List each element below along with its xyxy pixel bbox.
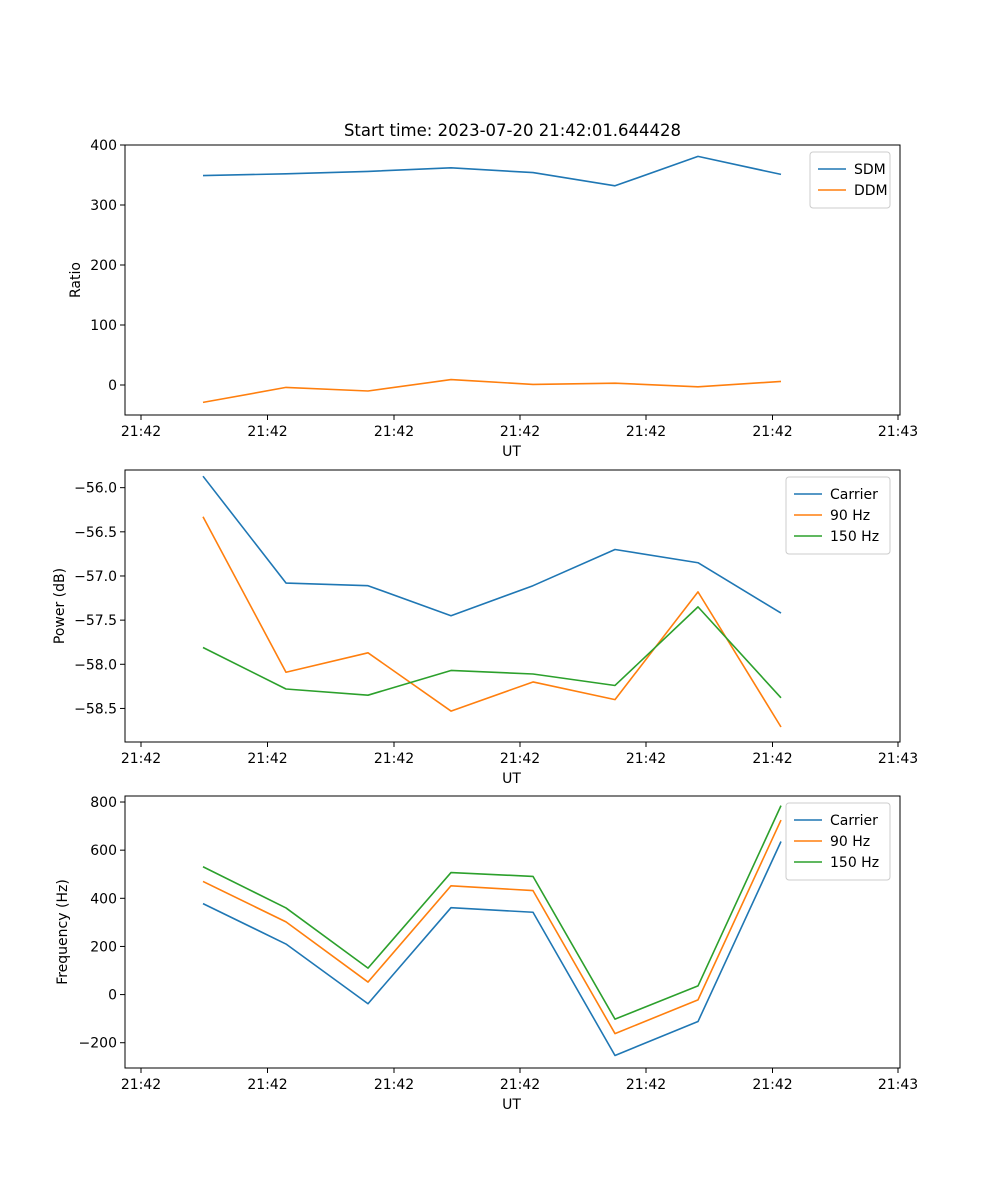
x-tick-label: 21:42 (121, 751, 161, 767)
y-tick-label: −57.0 (74, 569, 117, 585)
series-line-90-hz (202, 819, 782, 1035)
x-tick-label: 21:43 (878, 751, 918, 767)
x-tick-label: 21:42 (626, 1077, 666, 1093)
y-tick-label: −200 (79, 1036, 117, 1052)
x-tick-label: 21:42 (626, 424, 666, 440)
legend-label: DDM (854, 183, 888, 199)
legend-label: Carrier (830, 813, 878, 829)
legend-box (785, 476, 891, 555)
series-line-ddm (202, 378, 782, 404)
x-tick-label: 21:42 (121, 424, 161, 440)
y-tick-label: 600 (90, 843, 117, 859)
series-line-carrier (202, 475, 782, 617)
y-axis-label: Frequency (Hz) (55, 879, 71, 985)
y-tick-label: 800 (90, 795, 117, 811)
x-axis-label: UT (502, 771, 521, 787)
plot-frame (124, 144, 901, 416)
x-tick-label: 21:42 (374, 1077, 414, 1093)
y-tick-label: −56.0 (74, 481, 117, 497)
y-tick-label: 0 (108, 988, 117, 1004)
x-tick-label: 21:43 (878, 1077, 918, 1093)
x-axis-label: UT (502, 444, 521, 460)
x-tick-label: 21:42 (500, 751, 540, 767)
x-tick-label: 21:42 (752, 1077, 792, 1093)
series-line-sdm (202, 155, 782, 187)
y-tick-label: 200 (90, 258, 117, 274)
x-tick-label: 21:42 (752, 751, 792, 767)
series-line-150-hz (202, 805, 782, 1020)
y-tick-label: 0 (108, 378, 117, 394)
chart-panel-3: −200 0 200 400 600 800 21:42 21:42 21:42 21:42 21:… (55, 795, 918, 1113)
x-tick-label: 21:42 (374, 424, 414, 440)
y-tick-label: −56.5 (74, 525, 117, 541)
x-tick-label: 21:43 (878, 424, 918, 440)
legend-label: 90 Hz (830, 508, 870, 524)
legend-box (785, 802, 891, 881)
chart-panel-2: −56.0 −56.5 −57.0 −57.5 −58.0 −58.5 21:42 21:42… (52, 469, 918, 787)
series-line-90-hz (202, 516, 782, 728)
legend-label: SDM (854, 162, 886, 178)
legend-label: 150 Hz (830, 529, 879, 545)
y-tick-label: −58.0 (74, 657, 117, 673)
y-axis-label: Ratio (68, 262, 84, 298)
x-tick-label: 21:42 (500, 1077, 540, 1093)
x-axis-label: UT (502, 1097, 521, 1113)
chart-title: Start time: 2023-07-20 21:42:01.644428 (344, 121, 681, 140)
x-tick-label: 21:42 (247, 751, 287, 767)
y-tick-label: 200 (90, 939, 117, 955)
series-line-150-hz (202, 606, 782, 699)
chart-panel-1: 0 100 200 300 400 21:42 21:42 21:42 21:42 21:42 21… (68, 121, 918, 460)
x-tick-label: 21:42 (247, 1077, 287, 1093)
x-tick-label: 21:42 (500, 424, 540, 440)
legend-label: 90 Hz (830, 834, 870, 850)
x-tick-label: 21:42 (121, 1077, 161, 1093)
x-tick-label: 21:42 (626, 751, 666, 767)
y-tick-label: −58.5 (74, 701, 117, 717)
y-tick-label: 400 (90, 138, 117, 154)
y-tick-label: 400 (90, 891, 117, 907)
plot-frame (124, 795, 901, 1069)
series-line-carrier (202, 841, 782, 1057)
y-tick-label: −57.5 (74, 613, 117, 629)
x-tick-label: 21:42 (374, 751, 414, 767)
plot-frame (124, 469, 901, 743)
legend-label: 150 Hz (830, 855, 879, 871)
x-tick-label: 21:42 (752, 424, 792, 440)
y-tick-label: 300 (90, 198, 117, 214)
x-tick-label: 21:42 (247, 424, 287, 440)
y-tick-label: 100 (90, 318, 117, 334)
legend-label: Carrier (830, 487, 878, 503)
y-axis-label: Power (dB) (52, 568, 68, 644)
legend-box (809, 151, 891, 209)
